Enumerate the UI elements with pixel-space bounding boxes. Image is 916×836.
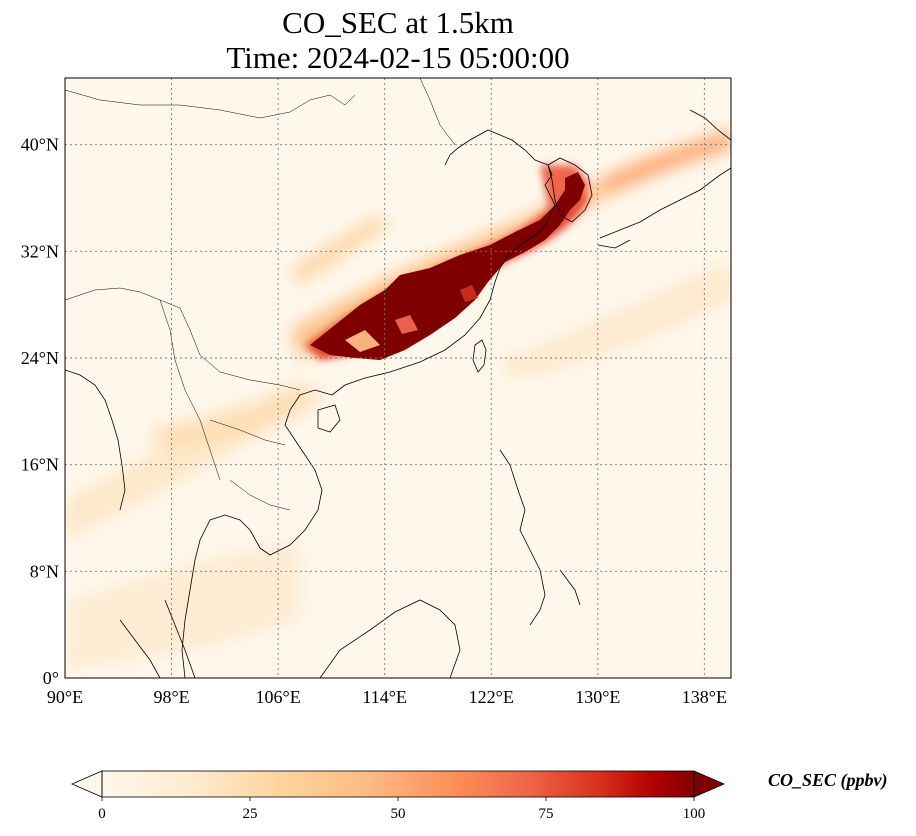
longitude-tick-label: 114°E — [362, 687, 407, 707]
coastlines — [65, 78, 731, 678]
colorbar-extend-high — [693, 770, 726, 798]
colorbar-label: CO_SEC (ppbv) — [768, 770, 888, 790]
colorbar-tick-label: 50 — [391, 806, 406, 822]
longitude-tick-label: 106°E — [256, 687, 301, 707]
latitude-tick-label: 8°N — [30, 561, 59, 581]
longitude-tick-label: 130°E — [575, 687, 620, 707]
latitude-tick-label: 16°N — [21, 455, 59, 475]
colorbar-tick-label: 75 — [539, 806, 554, 822]
latitude-tick-label: 32°N — [21, 241, 59, 261]
latitude-tick-label: 40°N — [21, 135, 59, 155]
co-concentration-field — [65, 128, 731, 670]
longitude-tick-label: 138°E — [682, 687, 727, 707]
colorbar-tick-label: 100 — [683, 806, 706, 822]
latitude-tick-label: 0° — [43, 668, 59, 688]
map-time-label: Time: 2024-02-15 05:00:00 — [226, 40, 570, 75]
latitude-tick-label: 24°N — [21, 348, 59, 368]
longitude-tick-label: 90°E — [47, 687, 83, 707]
longitude-tick-label: 98°E — [153, 687, 189, 707]
colorbar-tick-label: 25 — [243, 806, 258, 822]
longitude-tick-labels: 90°E 98°E 106°E 114°E 122°E 130°E 138°E — [47, 687, 727, 707]
colorbar-tick-label: 0 — [98, 806, 106, 822]
map-frame — [64, 77, 732, 679]
map-title: CO_SEC at 1.5km — [282, 5, 514, 40]
latitude-tick-labels: 0° 8°N 16°N 24°N 32°N 40°N — [21, 135, 59, 688]
colorbar: 0 25 50 75 100 — [70, 770, 726, 822]
map-gridlines — [65, 78, 731, 678]
longitude-tick-label: 122°E — [469, 687, 514, 707]
colorbar-gradient — [102, 771, 694, 797]
colorbar-extend-low — [70, 770, 103, 798]
colorbar-ticks: 0 25 50 75 100 — [98, 797, 705, 822]
